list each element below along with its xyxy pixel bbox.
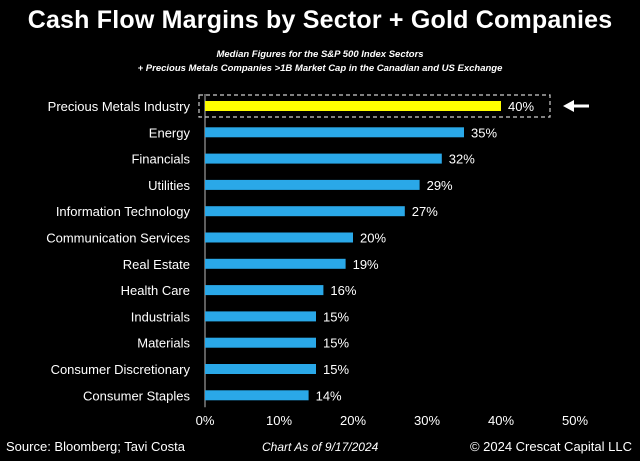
category-label: Utilities [148,178,190,193]
x-tick-label: 40% [488,413,514,428]
bar-highlight [205,101,501,111]
x-tick-label: 0% [196,413,215,428]
x-tick-label: 10% [266,413,292,428]
category-label: Communication Services [46,231,190,246]
value-label: 16% [330,283,356,298]
chart-subtitle-line-1: Median Figures for the S&P 500 Index Sec… [216,49,424,60]
value-label: 29% [427,178,453,193]
arrow-head-icon [563,100,574,112]
value-label: 40% [508,99,534,114]
category-label: Materials [137,336,190,351]
bar [205,364,316,374]
highlight-box [198,94,551,118]
bar [205,258,346,269]
x-tick-label: 50% [562,413,588,428]
category-label: Industrials [131,309,191,324]
bar [205,206,405,217]
x-tick-label: 30% [414,413,440,428]
chart-subtitle-line-2: + Precious Metals Companies >1B Market C… [137,63,503,74]
value-label: 35% [471,125,497,140]
category-label: Real Estate [123,257,190,272]
value-label: 15% [323,309,349,324]
category-label: Information Technology [56,204,191,219]
bar [205,285,324,296]
value-label: 15% [323,362,349,377]
x-tick-label: 20% [340,413,366,428]
value-label: 20% [360,231,386,246]
value-label: 27% [412,204,438,219]
source-note: Source: Bloomberg; Tavi Costa [6,439,185,454]
category-label: Financials [131,152,190,167]
bar [205,179,420,190]
copyright-note: © 2024 Crescat Capital LLC [469,439,632,454]
category-label: Health Care [121,283,190,298]
bar [205,127,464,138]
bar [205,153,442,164]
chart-title: Cash Flow Margins by Sector + Gold Compa… [27,6,613,34]
category-label: Energy [149,125,191,140]
value-label: 14% [316,388,342,403]
category-label: Consumer Staples [83,388,190,403]
bar [205,390,309,401]
bar [205,337,316,348]
value-label: 15% [323,336,349,351]
category-label: Consumer Discretionary [51,362,191,377]
category-label: Precious Metals Industry [48,99,191,114]
bar [205,232,353,243]
chart-date: Chart As of 9/17/2024 [262,440,379,454]
bar [205,311,316,322]
value-label: 19% [353,257,379,272]
value-label: 32% [449,152,475,167]
